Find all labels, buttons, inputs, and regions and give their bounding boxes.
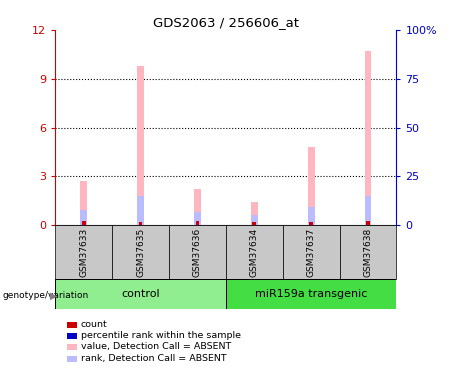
Bar (195, 221, 199, 225)
Text: percentile rank within the sample: percentile rank within the sample (81, 331, 241, 340)
Bar (226, 279, 396, 309)
Text: ▶: ▶ (50, 291, 57, 301)
Text: rank, Detection Call = ABSENT: rank, Detection Call = ABSENT (81, 354, 226, 363)
Bar (365, 196, 372, 225)
Bar (194, 212, 201, 225)
Bar (309, 222, 313, 225)
Bar (226, 225, 283, 279)
Bar (365, 51, 372, 225)
Bar (55, 279, 226, 309)
Bar (283, 225, 340, 279)
Text: GSM37633: GSM37633 (79, 228, 88, 277)
Bar (55, 225, 112, 279)
Bar (137, 196, 144, 225)
Title: GDS2063 / 256606_at: GDS2063 / 256606_at (153, 16, 299, 29)
Bar (253, 222, 256, 225)
Text: GSM37638: GSM37638 (364, 228, 372, 277)
Bar (308, 207, 314, 225)
Text: count: count (81, 320, 107, 329)
Bar (112, 225, 169, 279)
Bar (194, 189, 201, 225)
Bar (169, 225, 226, 279)
Text: control: control (121, 290, 160, 299)
Text: miR159a transgenic: miR159a transgenic (255, 290, 367, 299)
Text: genotype/variation: genotype/variation (2, 291, 89, 300)
Bar (80, 181, 87, 225)
Bar (139, 222, 142, 225)
Bar (366, 221, 370, 225)
Bar (82, 221, 86, 225)
Bar (137, 66, 144, 225)
Text: GSM37634: GSM37634 (250, 228, 259, 277)
Bar (308, 147, 314, 225)
Bar (80, 210, 87, 225)
Text: GSM37635: GSM37635 (136, 228, 145, 277)
Bar (251, 215, 258, 225)
Text: GSM37637: GSM37637 (307, 228, 316, 277)
Bar (340, 225, 396, 279)
Bar (251, 202, 258, 225)
Text: GSM37636: GSM37636 (193, 228, 202, 277)
Text: value, Detection Call = ABSENT: value, Detection Call = ABSENT (81, 342, 231, 351)
